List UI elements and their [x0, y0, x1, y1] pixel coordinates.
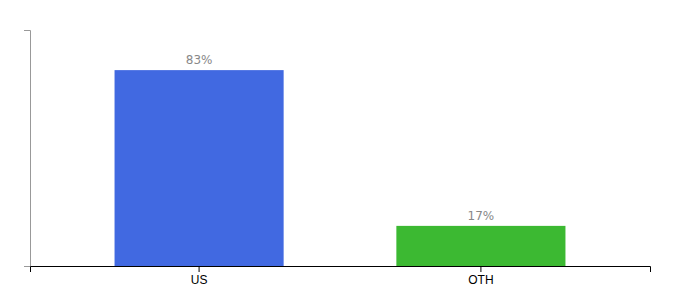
- chart-container: US OTH 83% 17%: [0, 0, 680, 300]
- x-tick-label: US: [191, 273, 208, 287]
- y-axis-line: [24, 31, 31, 267]
- chart-svg: US OTH 83% 17%: [0, 0, 680, 300]
- x-tick: OTH: [468, 266, 493, 287]
- x-axis-line: [31, 267, 651, 273]
- x-tick-mark: [199, 266, 200, 272]
- y-axis: [24, 31, 31, 267]
- x-tick-mark: [480, 266, 481, 272]
- data-label: 83%: [186, 53, 213, 67]
- x-tick-label: OTH: [468, 273, 493, 287]
- x-axis: US OTH: [31, 266, 651, 287]
- bar: [396, 226, 565, 266]
- x-tick: US: [191, 266, 208, 287]
- plot-area: US OTH 83% 17%: [24, 31, 651, 287]
- bars: [115, 70, 566, 266]
- bar: [115, 70, 284, 266]
- data-label: 17%: [468, 209, 495, 223]
- data-labels: 83% 17%: [186, 53, 494, 223]
